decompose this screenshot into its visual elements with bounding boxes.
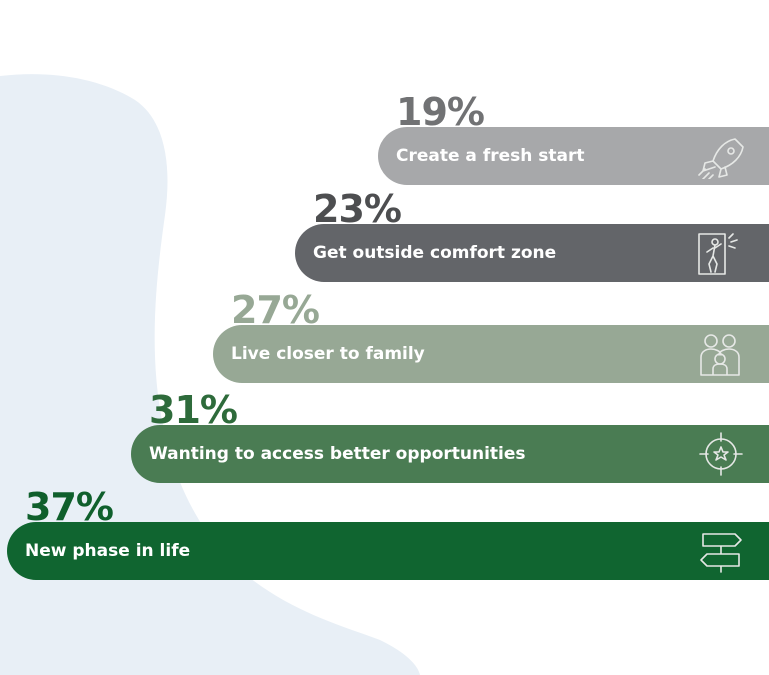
value-label: 37% (25, 485, 114, 529)
family-icon (700, 334, 740, 376)
category-label: Live closer to family (231, 344, 425, 364)
bar: Live closer to family (213, 325, 769, 383)
rocket-icon (698, 138, 744, 179)
value-label: 27% (231, 288, 320, 332)
category-label: Create a fresh start (396, 146, 585, 166)
category-label: New phase in life (25, 541, 191, 561)
bar: Get outside comfort zone (295, 224, 769, 282)
value-label: 23% (313, 187, 402, 231)
bar: Wanting to access better opportunities (131, 425, 769, 483)
target-star-icon (699, 432, 743, 476)
value-label: 19% (396, 90, 485, 134)
signpost-icon (700, 533, 742, 573)
bar: New phase in life (7, 522, 769, 580)
person-outside-door-icon (698, 233, 738, 275)
category-label: Get outside comfort zone (313, 243, 557, 263)
value-label: 31% (149, 388, 238, 432)
category-label: Wanting to access better opportunities (149, 444, 526, 464)
bar: Create a fresh start (378, 127, 769, 185)
